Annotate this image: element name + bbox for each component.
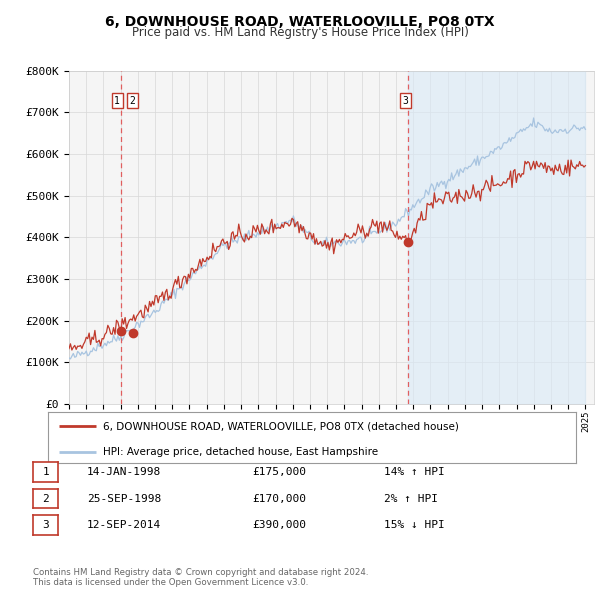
- Text: £175,000: £175,000: [252, 467, 306, 477]
- Text: 14-JAN-1998: 14-JAN-1998: [87, 467, 161, 477]
- Text: £390,000: £390,000: [252, 520, 306, 530]
- Text: 15% ↓ HPI: 15% ↓ HPI: [384, 520, 445, 530]
- Text: HPI: Average price, detached house, East Hampshire: HPI: Average price, detached house, East…: [103, 447, 379, 457]
- Text: 2: 2: [42, 494, 49, 503]
- Text: 14% ↑ HPI: 14% ↑ HPI: [384, 467, 445, 477]
- Text: 12-SEP-2014: 12-SEP-2014: [87, 520, 161, 530]
- Text: 2% ↑ HPI: 2% ↑ HPI: [384, 494, 438, 503]
- Text: £170,000: £170,000: [252, 494, 306, 503]
- Text: 1: 1: [42, 467, 49, 477]
- Text: 6, DOWNHOUSE ROAD, WATERLOOVILLE, PO8 0TX: 6, DOWNHOUSE ROAD, WATERLOOVILLE, PO8 0T…: [105, 15, 495, 29]
- Text: 6, DOWNHOUSE ROAD, WATERLOOVILLE, PO8 0TX (detached house): 6, DOWNHOUSE ROAD, WATERLOOVILLE, PO8 0T…: [103, 421, 460, 431]
- Text: Price paid vs. HM Land Registry's House Price Index (HPI): Price paid vs. HM Land Registry's House …: [131, 26, 469, 39]
- Text: 3: 3: [403, 96, 409, 106]
- Text: 3: 3: [42, 520, 49, 530]
- Text: 1: 1: [114, 96, 120, 106]
- Text: Contains HM Land Registry data © Crown copyright and database right 2024.
This d: Contains HM Land Registry data © Crown c…: [33, 568, 368, 587]
- Text: 25-SEP-1998: 25-SEP-1998: [87, 494, 161, 503]
- Text: 2: 2: [130, 96, 136, 106]
